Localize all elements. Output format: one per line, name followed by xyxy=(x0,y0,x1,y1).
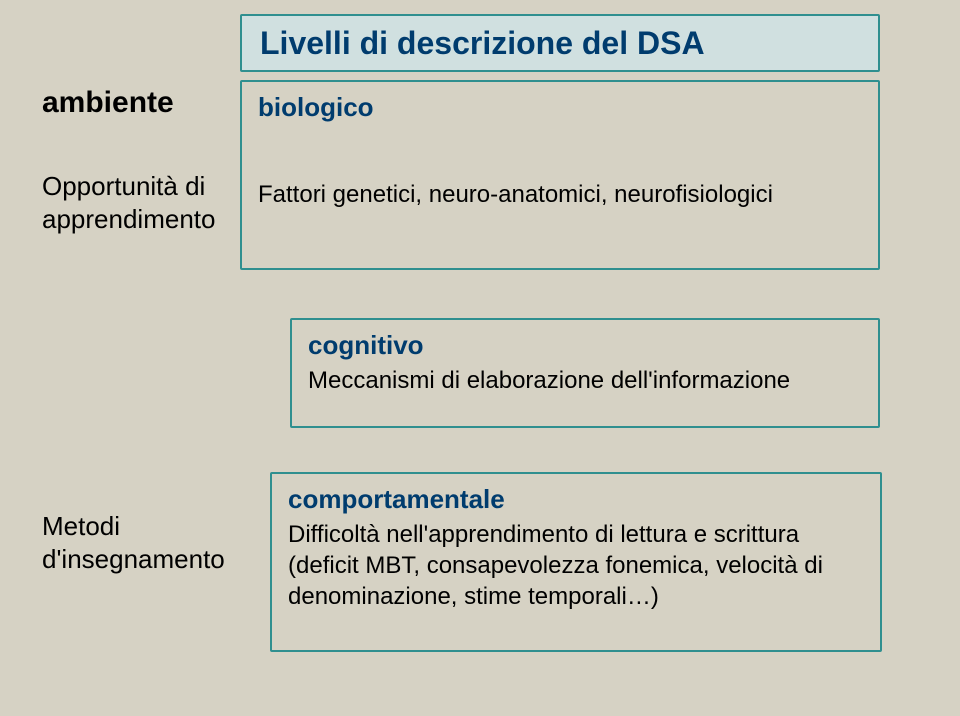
box-biologico: biologico Fattori genetici, neuro-anatom… xyxy=(240,80,880,270)
metodi-line2: d'insegnamento xyxy=(42,544,225,574)
slide: Livelli di descrizione del DSA ambiente … xyxy=(0,0,960,716)
opportunita-line1: Opportunità di xyxy=(42,171,205,201)
box-comportamentale-heading: comportamentale xyxy=(288,484,864,515)
box-comportamentale-body: Difficoltà nell'apprendimento di lettura… xyxy=(288,519,864,613)
side-label-metodi: Metodi d'insegnamento xyxy=(42,510,225,575)
box-biologico-heading: biologico xyxy=(258,92,862,123)
slide-title: Livelli di descrizione del DSA xyxy=(260,25,705,62)
side-label-opportunita: Opportunità di apprendimento xyxy=(42,170,215,235)
box-biologico-body: Fattori genetici, neuro-anatomici, neuro… xyxy=(258,179,862,210)
side-label-ambiente: ambiente xyxy=(42,84,174,122)
box-comportamentale: comportamentale Difficoltà nell'apprendi… xyxy=(270,472,882,652)
box-cognitivo: cognitivo Meccanismi di elaborazione del… xyxy=(290,318,880,428)
title-bar: Livelli di descrizione del DSA xyxy=(240,14,880,72)
ambiente-text: ambiente xyxy=(42,86,174,119)
box-cognitivo-heading: cognitivo xyxy=(308,330,862,361)
opportunita-line2: apprendimento xyxy=(42,204,215,234)
metodi-line1: Metodi xyxy=(42,511,120,541)
box-cognitivo-body: Meccanismi di elaborazione dell'informaz… xyxy=(308,365,862,396)
